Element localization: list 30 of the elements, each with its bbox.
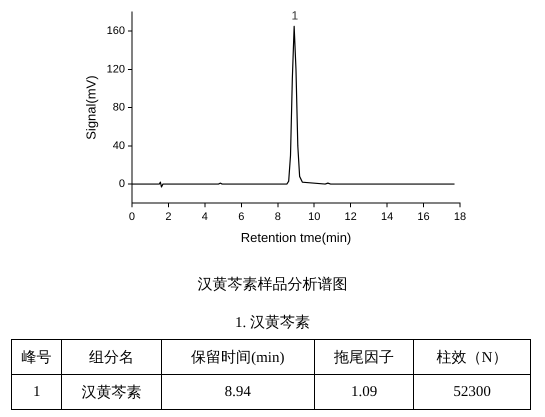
text: 52300 — [414, 374, 530, 410]
x-axis-title: Retention tme(min) — [240, 230, 352, 245]
y-tick-label: 120 — [106, 63, 125, 76]
text: 柱效（N） — [414, 340, 530, 374]
x-tick-label: 18 — [454, 210, 466, 223]
x-tick-label: 6 — [238, 210, 244, 223]
y-tick-label: 160 — [106, 25, 125, 38]
x-tick-label: 14 — [380, 210, 394, 223]
x-tick-label: 4 — [202, 210, 208, 223]
text: 8.94 — [161, 374, 314, 410]
annotation: 1 — [292, 8, 299, 23]
x-tick-label: 2 — [165, 210, 172, 223]
y-axis-title: Signal(mV) — [83, 75, 98, 140]
x-tick-label: 0 — [128, 210, 136, 223]
text: 1.09 — [314, 374, 414, 410]
text: 1 — [12, 374, 62, 410]
text: 1. 汉黄芩素 — [234, 314, 311, 332]
text: 汉黄芩素 — [62, 374, 162, 410]
x-tick-label: 10 — [308, 210, 320, 223]
text: 汉黄芩素样品分析谱图 — [196, 276, 348, 294]
text: 组分名 — [62, 340, 162, 374]
y-tick-label: 40 — [112, 140, 125, 152]
text: 拖尾因子 — [314, 340, 414, 374]
text: 保留时间(min) — [161, 340, 314, 374]
x-tick-label: 8 — [274, 210, 281, 223]
y-tick-label: 80 — [112, 102, 125, 114]
y-tick-label: 0 — [118, 178, 125, 190]
x-tick-label: 16 — [417, 210, 430, 223]
text: 峰号 — [12, 340, 62, 374]
x-tick-label: 12 — [344, 210, 357, 223]
